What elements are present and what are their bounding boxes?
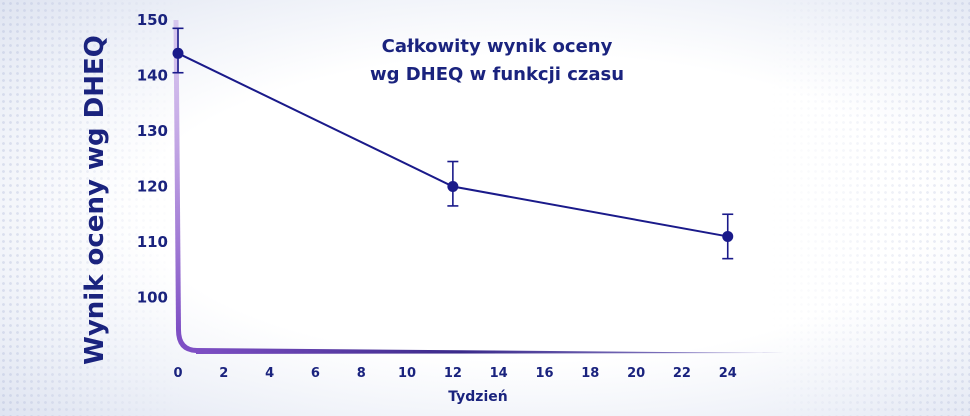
x-tick-label: 20	[627, 366, 645, 381]
x-tick-label: 10	[398, 366, 416, 381]
y-tick-label: 100	[137, 289, 168, 307]
x-axis	[196, 348, 785, 354]
data-point	[172, 47, 184, 59]
x-tick-label: 22	[673, 366, 691, 381]
data-point	[722, 230, 734, 242]
chart-title-line-1: Całkowity wynik oceny	[382, 36, 613, 57]
chart-title-line-2: wg DHEQ w funkcji czasu	[370, 64, 624, 85]
background-texture-right	[770, 0, 970, 416]
x-tick-label: 12	[444, 366, 462, 381]
y-tick-label: 130	[137, 122, 168, 140]
y-ticks: 100 110 120 130 140 150	[137, 11, 168, 307]
x-tick-label: 4	[265, 366, 274, 381]
y-tick-label: 120	[137, 178, 168, 196]
background-texture-left	[0, 0, 180, 416]
x-tick-label: 2	[219, 366, 228, 381]
x-tick-label: 16	[535, 366, 553, 381]
y-tick-label: 140	[137, 67, 168, 85]
axis-corner	[176, 330, 197, 353]
y-tick-label: 110	[137, 233, 168, 251]
data-point	[447, 181, 459, 192]
series	[172, 27, 734, 260]
x-axis-label: Tydzień	[448, 389, 507, 405]
x-tick-label: 24	[719, 366, 737, 381]
x-ticks: 0 2 4 6 8 10 12 14 16 18 20 22 24	[173, 366, 736, 381]
y-axis	[173, 20, 181, 330]
x-tick-label: 14	[490, 366, 508, 381]
y-tick-label: 150	[137, 11, 168, 29]
x-tick-label: 6	[311, 366, 320, 381]
x-tick-label: 8	[357, 366, 366, 381]
y-axis-label: Wynik oceny wg DHEQ	[80, 35, 110, 365]
x-tick-label: 0	[173, 366, 182, 381]
chart-title: Całkowity wynik oceny wg DHEQ w funkcji …	[370, 36, 624, 85]
x-tick-label: 18	[581, 366, 599, 381]
